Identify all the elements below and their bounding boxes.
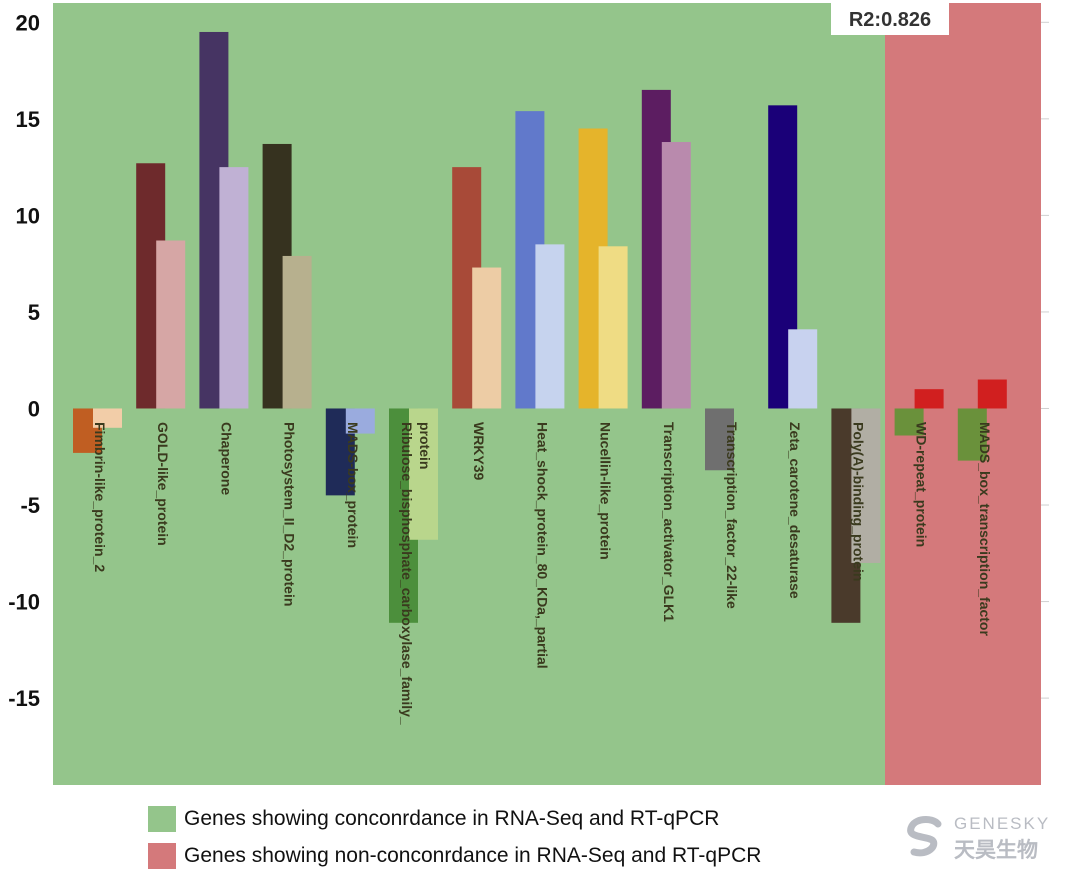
legend: Genes showing conconrdance in RNA-Seq an…	[148, 800, 761, 874]
bar-rnaseq	[957, 408, 987, 461]
category-label: WD-repeat_protein	[914, 422, 930, 547]
legend-item-concordant: Genes showing conconrdance in RNA-Seq an…	[148, 800, 761, 837]
category-label: protein	[417, 422, 433, 469]
bar-qpcr	[219, 167, 249, 409]
category-label: Transcription_factor_22-like	[724, 422, 740, 609]
y-tick-label: 5	[28, 300, 40, 325]
bar-qpcr	[472, 267, 502, 409]
bar-qpcr	[598, 246, 628, 409]
category-label: Zeta_carotene_desaturase	[787, 422, 803, 599]
y-tick-label: 15	[16, 107, 40, 132]
y-tick-label: 0	[28, 396, 40, 421]
bar-qpcr	[788, 329, 818, 409]
legend-swatch-non-concordant	[148, 842, 176, 869]
category-label: MADS_box_transcription_factor	[977, 422, 993, 636]
bar-qpcr	[156, 240, 186, 409]
category-labels: Fimbrin-like_protein_2 GOLD-like_protein C…	[92, 422, 993, 725]
legend-swatch-concordant	[148, 805, 176, 832]
r2-box	[831, 3, 949, 35]
bar-qpcr	[282, 255, 312, 409]
bar-qpcr	[851, 408, 881, 563]
bar-qpcr	[93, 408, 122, 428]
r2-label: R2:0.826	[849, 9, 931, 31]
category-label: MADS-box_protein	[345, 422, 361, 548]
category-label: Fimbrin-like_protein_2	[92, 422, 108, 572]
y-axis-ticks: 20 15 10 5 0 -5 -10 -15	[8, 10, 1049, 711]
region-non-concordant	[885, 3, 1041, 785]
category-label: Heat_shock_protein_80_KDa,_partial	[534, 422, 550, 669]
legend-label-non-concordant: Genes showing non-conconrdance in RNA-Se…	[184, 843, 762, 867]
legend-label-concordant: Genes showing conconrdance in RNA-Seq an…	[184, 806, 720, 830]
bar-qpcr	[977, 379, 1007, 409]
category-label: Chaperone	[218, 422, 234, 495]
category-label: GOLD-like_protein	[155, 422, 171, 546]
category-label: Transcription_activator_GLK1	[661, 422, 677, 622]
genesky-logo: GENESKY 天昊生物	[900, 812, 1070, 868]
bar-qpcr	[409, 408, 438, 540]
category-label: WRKY39	[471, 422, 487, 481]
bar-qpcr	[345, 408, 375, 434]
region-backgrounds	[53, 3, 1041, 785]
legend-item-non-concordant: Genes showing non-conconrdance in RNA-Se…	[148, 837, 761, 874]
bar-rnaseq	[705, 408, 734, 471]
bar-rnaseq	[894, 408, 924, 436]
bar-qpcr	[661, 142, 691, 409]
category-label: Nucellin-like_protein	[598, 422, 614, 560]
category-label: Photosystem_II_D2_protein	[282, 422, 298, 606]
category-label: Poly(A)-binding_protein	[850, 422, 866, 581]
y-tick-label: -15	[8, 686, 40, 711]
r2-annotation: R2:0.826	[831, 3, 949, 35]
bar-qpcr	[914, 389, 944, 409]
genesky-logo-icon	[907, 816, 942, 857]
bar-chart: 20 15 10 5 0 -5 -10 -15 Fimbrin-like_protein_2 G…	[8, 3, 1049, 785]
y-tick-label: -5	[20, 493, 40, 518]
category-label: Ribulose_bisphosphate_carboxylase_family…	[399, 422, 415, 725]
y-tick-label: 10	[16, 203, 40, 228]
bars	[73, 31, 1007, 623]
y-tick-label: -10	[8, 590, 40, 615]
bar-qpcr	[535, 244, 565, 409]
y-tick-label: 20	[16, 10, 40, 35]
